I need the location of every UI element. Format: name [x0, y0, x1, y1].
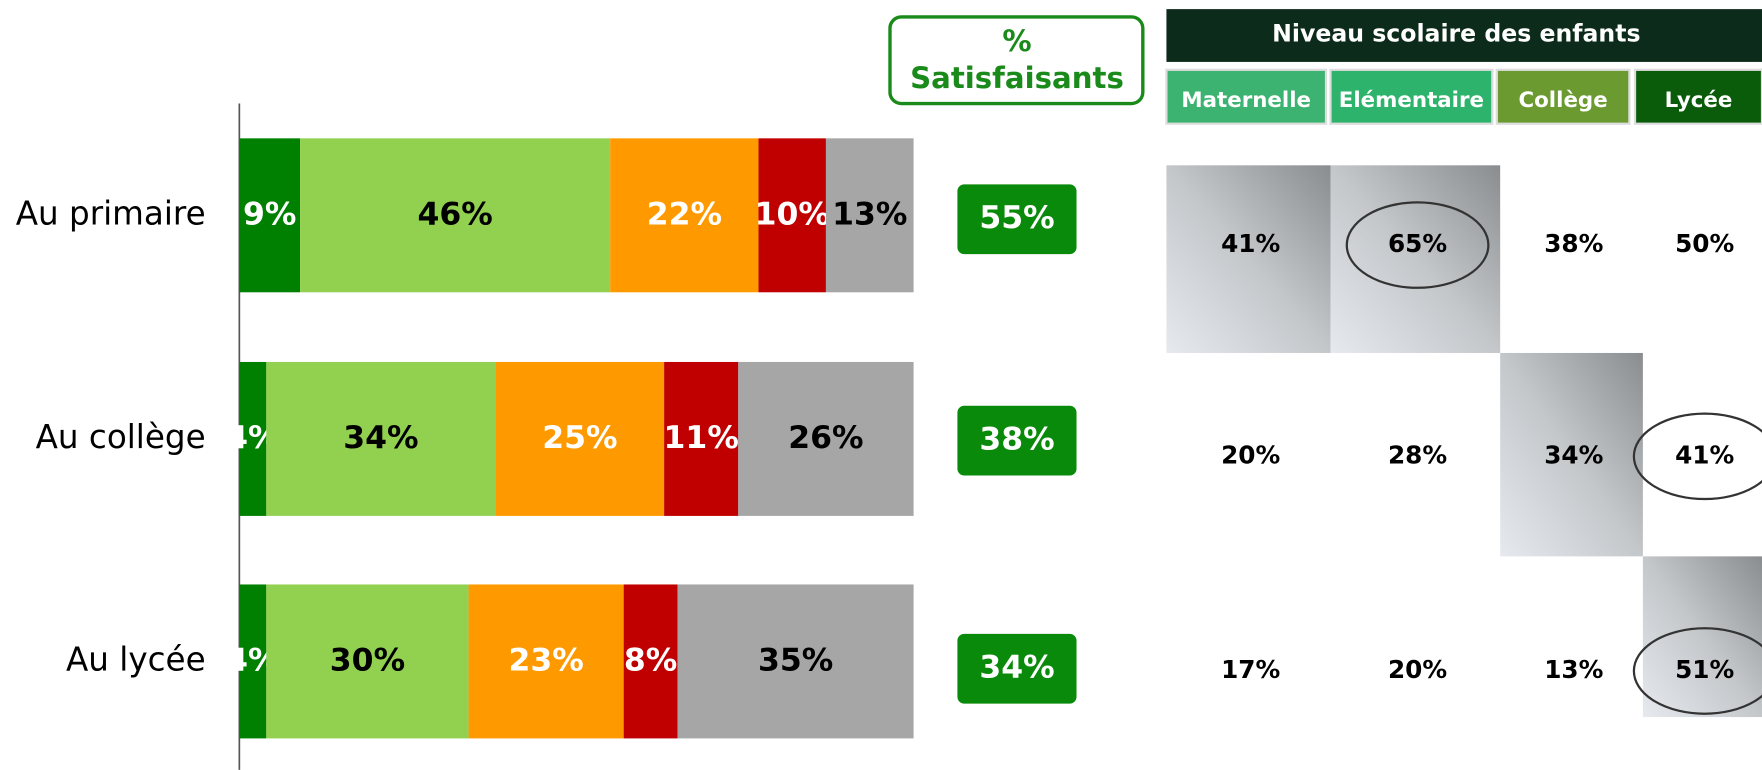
- bar-segment: [623, 584, 678, 739]
- satisfaction-header: %: [1002, 24, 1031, 58]
- bar-segment: [758, 138, 826, 293]
- value-label: 35%: [758, 642, 833, 678]
- table-title: Niveau scolaire des enfants: [1272, 19, 1640, 47]
- category-label: Au primaire: [16, 194, 206, 232]
- column-header-box: [1633, 68, 1762, 125]
- value-label: 26%: [788, 420, 863, 456]
- satisfaction-header: Satisfaisants: [910, 61, 1124, 95]
- bar-segment: [468, 584, 624, 739]
- table-cell: 20%: [1388, 655, 1447, 684]
- column-header: Collège: [1518, 88, 1607, 113]
- column-header: Elémentaire: [1339, 88, 1484, 113]
- satisfaction-value: 38%: [979, 422, 1054, 458]
- bar-segment: [239, 138, 301, 293]
- value-label: 13%: [832, 196, 907, 232]
- table-cell: 65%: [1388, 229, 1447, 258]
- value-label: 25%: [542, 420, 617, 456]
- table-cell: 51%: [1675, 655, 1734, 684]
- bar-segment: [610, 138, 759, 293]
- category-label: Au lycée: [66, 640, 206, 678]
- table-cell: 13%: [1544, 655, 1603, 684]
- shaded-cell: [1500, 352, 1643, 557]
- bar-segment: [300, 138, 611, 293]
- bar-segment: [677, 584, 914, 739]
- column-header: Maternelle: [1181, 88, 1311, 113]
- satisfaction-badge: [957, 633, 1077, 704]
- column-header: Lycée: [1665, 88, 1733, 113]
- shaded-cell: [1166, 165, 1331, 353]
- table-cell: 20%: [1221, 440, 1280, 469]
- value-label: 22%: [647, 196, 722, 232]
- table-title-box: [1166, 9, 1762, 62]
- value-label: 23%: [508, 642, 583, 678]
- table-cell: 38%: [1544, 229, 1603, 258]
- bar-segment: [738, 361, 914, 516]
- value-label: 9%: [243, 196, 296, 232]
- value-label: 8%: [624, 642, 677, 678]
- table-cell: 41%: [1675, 440, 1734, 469]
- satisfaction-badge: [957, 184, 1077, 255]
- highlight-circle: [1632, 627, 1762, 715]
- table-cell: 28%: [1388, 440, 1447, 469]
- bar-segment: [495, 361, 665, 516]
- bar-segment: [239, 361, 267, 516]
- bar-segment: [239, 584, 267, 739]
- bar-segment: [266, 361, 496, 516]
- table-cell: 50%: [1675, 229, 1734, 258]
- category-label: Au collège: [36, 418, 206, 456]
- highlight-circle: [1632, 412, 1762, 501]
- column-header-box: [1329, 68, 1494, 125]
- bar-segment: [664, 361, 739, 516]
- column-header-box: [1165, 68, 1328, 125]
- shaded-cell: [1330, 165, 1501, 353]
- value-label: 34%: [343, 420, 418, 456]
- table-cell: 17%: [1221, 655, 1280, 684]
- satisfaction-header-box: [888, 15, 1145, 106]
- satisfaction-value: 34%: [979, 650, 1054, 686]
- satisfaction-value: 55%: [979, 200, 1054, 236]
- table-cell: 41%: [1221, 229, 1280, 258]
- value-label: 11%: [664, 420, 739, 456]
- value-label: 10%: [755, 196, 830, 232]
- value-label: 30%: [330, 642, 405, 678]
- highlight-circle: [1345, 201, 1490, 289]
- bar-segment: [825, 138, 914, 293]
- table-cell: 34%: [1544, 440, 1603, 469]
- bar-segment: [266, 584, 469, 739]
- value-label: 46%: [417, 196, 492, 232]
- satisfaction-badge: [957, 405, 1077, 476]
- column-header-box: [1495, 68, 1631, 125]
